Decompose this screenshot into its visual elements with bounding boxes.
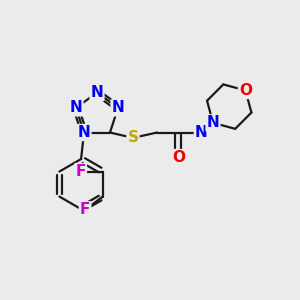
Text: N: N [195,125,208,140]
Text: O: O [172,150,185,165]
Text: N: N [91,85,103,100]
Text: F: F [80,202,90,217]
Text: N: N [70,100,83,115]
Text: N: N [112,100,124,115]
Text: F: F [76,164,86,179]
Text: N: N [78,125,90,140]
Text: O: O [239,83,252,98]
Text: N: N [207,116,219,130]
Text: S: S [128,130,138,145]
